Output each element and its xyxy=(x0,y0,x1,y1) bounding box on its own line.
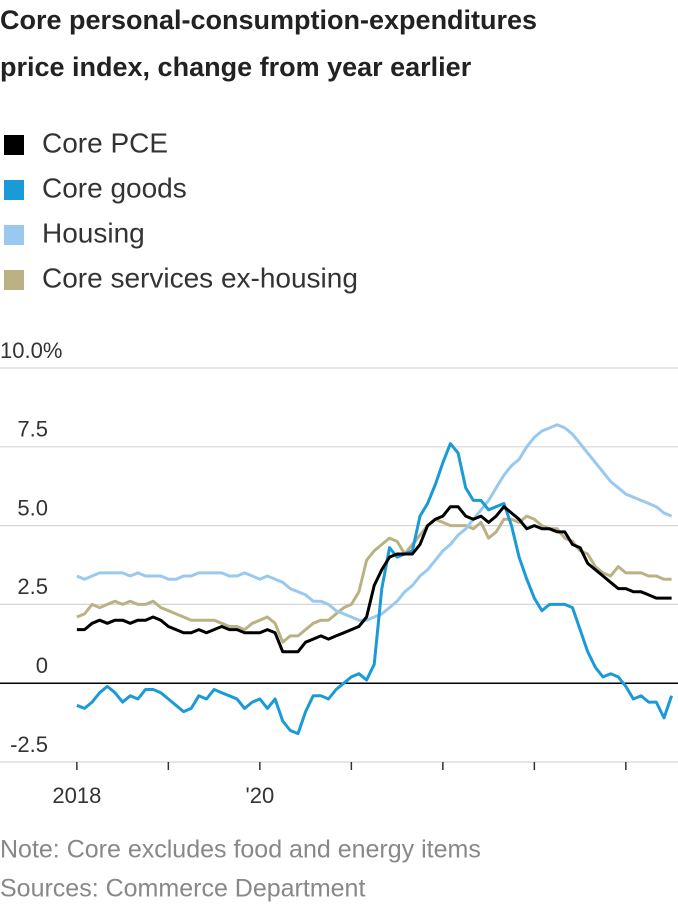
y-tick-label: 10.0% xyxy=(0,338,62,363)
legend-label: Core PCE xyxy=(42,127,168,158)
note: Note: Core excludes food and energy item… xyxy=(0,836,481,864)
series-line xyxy=(76,505,672,654)
y-tick-label: 0 xyxy=(36,653,48,678)
legend-label: Housing xyxy=(42,217,145,248)
series-line xyxy=(76,514,672,644)
x-tick-label: '20 xyxy=(246,783,275,808)
chart-title: Core personal-consumption-expenditures xyxy=(0,5,537,35)
legend-label: Core services ex-housing xyxy=(42,262,358,293)
source: Sources: Commerce Department xyxy=(0,875,365,903)
legend-swatch xyxy=(4,135,24,155)
chart-title: price index, change from year earlier xyxy=(0,52,472,82)
x-tick-label: 2018 xyxy=(52,783,101,808)
legend-label: Core goods xyxy=(42,172,187,203)
y-tick-label: 2.5 xyxy=(17,574,48,599)
y-tick-label: -2.5 xyxy=(10,732,48,757)
y-tick-label: 5.0 xyxy=(17,495,48,520)
y-tick-label: 7.5 xyxy=(17,417,48,442)
series-line xyxy=(76,423,673,622)
series-line xyxy=(76,442,674,736)
legend-swatch xyxy=(4,270,24,290)
legend-swatch xyxy=(4,180,24,200)
legend-swatch xyxy=(4,225,24,245)
